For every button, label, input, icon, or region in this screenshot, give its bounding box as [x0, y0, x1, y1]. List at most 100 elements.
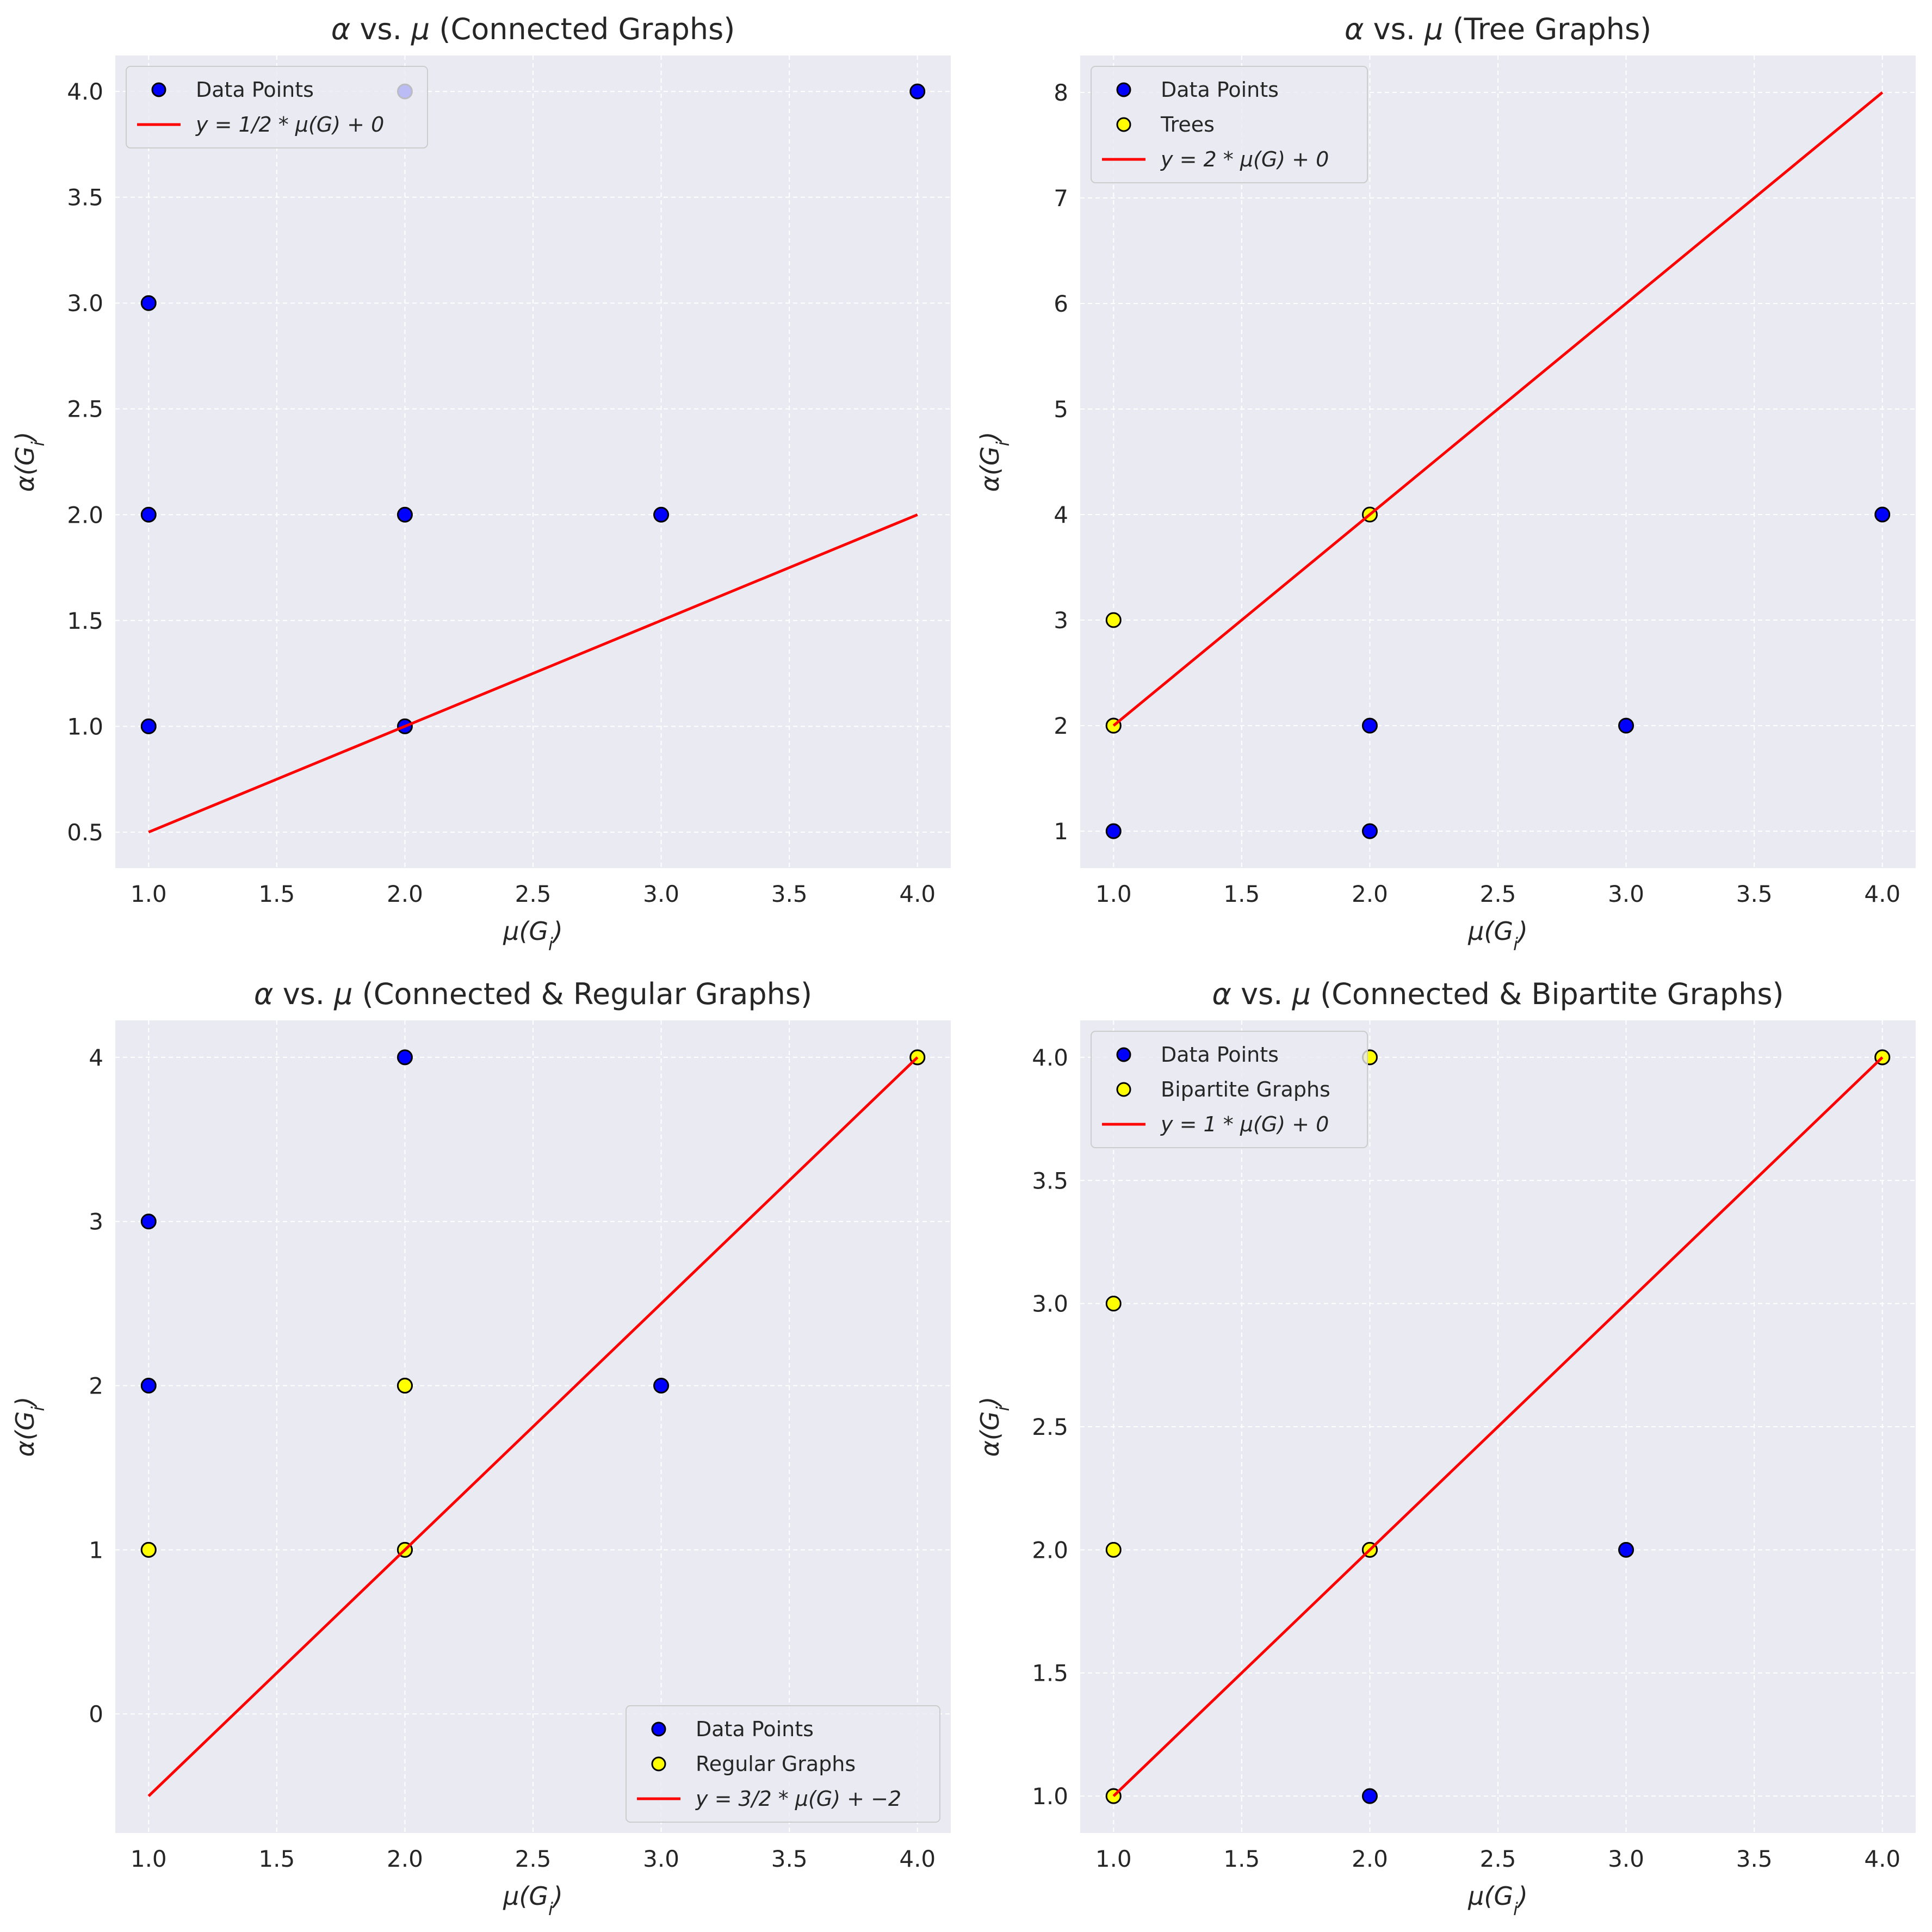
- subplot-1: 1.0 1.5 2.0 2.5 3.0 3.5 4.0 0.5 1.0 1.5 2.0 2.5 3.0 3…: [10, 12, 951, 955]
- x-tick-label: 1.0: [1095, 1846, 1132, 1872]
- fit-line: [147, 1056, 919, 1797]
- x-tick-label: 1.5: [1223, 1846, 1260, 1872]
- legend-marker: [1116, 82, 1131, 97]
- legend-marker: [651, 1756, 666, 1772]
- chart-title: α vs. μ (Connected & Regular Graphs): [254, 977, 812, 1011]
- x-tick-label: 2.5: [515, 881, 552, 907]
- x-tick-label: 1.5: [1223, 881, 1260, 907]
- legend-box: [626, 1705, 940, 1823]
- y-axis-label: α(Gi): [975, 432, 1013, 492]
- x-tick-label: 2.0: [1352, 1846, 1388, 1872]
- x-axis-label: μ(Gi): [1467, 1881, 1528, 1919]
- legend-label: Bipartite Graphs: [1161, 1078, 1330, 1101]
- fit-line: [148, 513, 918, 834]
- highlight-point: [1105, 612, 1122, 628]
- y-tick-label: 3.5: [1032, 1167, 1068, 1194]
- data-point: [140, 295, 157, 311]
- y-tick-label: 8: [1054, 79, 1068, 106]
- legend-label: Regular Graphs: [696, 1752, 856, 1776]
- legend-label: Trees: [1160, 113, 1215, 137]
- y-tick-label: 4: [1054, 501, 1068, 528]
- legend-marker: [1116, 1047, 1131, 1062]
- x-tick-label: 4.0: [1864, 881, 1900, 907]
- data-point: [1618, 1541, 1634, 1558]
- y-tick-label: 2.0: [1032, 1537, 1068, 1563]
- legend-label: Data Points: [696, 1717, 814, 1741]
- legend-label: Data Points: [196, 78, 314, 102]
- y-tick-label: 5: [1054, 396, 1068, 423]
- y-axis-label: α(Gi): [975, 1397, 1013, 1457]
- y-tick-label: 2: [1054, 713, 1068, 739]
- y-tick-label: 0.5: [67, 819, 103, 846]
- y-tick-label: 4: [89, 1044, 103, 1071]
- x-tick-label: 4.0: [1864, 1846, 1900, 1872]
- legend-marker: [151, 82, 166, 97]
- legend-label: y = 1 * μ(G) + 0: [1160, 1112, 1329, 1136]
- y-tick-label: 0: [89, 1701, 103, 1727]
- x-tick-label: 3.0: [1608, 881, 1644, 907]
- data-point: [1361, 823, 1378, 839]
- x-tick-label: 2.5: [1480, 881, 1516, 907]
- legend-label: y = 3/2 * μ(G) + −2: [695, 1787, 901, 1811]
- x-tick-label: 3.5: [1736, 881, 1773, 907]
- x-tick-label: 2.0: [387, 881, 423, 907]
- subplot-3: 1.0 1.5 2.0 2.5 3.0 3.5 4.0 0 1 2 3 4 α vs. μ (Conne…: [10, 977, 951, 1919]
- y-tick-label: 3.5: [67, 184, 103, 211]
- x-tick-label: 1.0: [131, 881, 167, 907]
- x-tick-label: 2.5: [1480, 1846, 1516, 1872]
- data-point: [909, 83, 926, 100]
- x-axis-label: μ(Gi): [1467, 917, 1528, 955]
- legend: Data Points y = 1/2 * μ(G) + 0: [126, 66, 428, 148]
- legend-marker: [1116, 117, 1131, 132]
- legend-box: [126, 66, 428, 148]
- y-tick-label: 6: [1054, 290, 1068, 317]
- y-axis-label: α(Gi): [10, 1397, 48, 1457]
- x-tick-label: 1.0: [131, 1846, 167, 1872]
- data-point: [397, 506, 413, 523]
- data-point: [397, 1049, 413, 1066]
- data-point: [140, 506, 157, 523]
- y-axis-label: α(Gi): [10, 432, 48, 492]
- highlight-point: [1105, 1296, 1122, 1312]
- highlight-point: [1105, 1541, 1122, 1558]
- x-tick-label: 3.5: [771, 881, 808, 907]
- y-tick-label: 1.0: [67, 713, 103, 740]
- fit-line: [1112, 1056, 1884, 1797]
- highlight-point: [397, 1378, 413, 1394]
- x-tick-label: 3.0: [1608, 1846, 1644, 1872]
- y-tick-label: 1: [1054, 818, 1068, 845]
- y-tick-label: 2.5: [67, 396, 103, 423]
- x-tick-label: 4.0: [899, 1846, 936, 1872]
- x-tick-label: 3.0: [643, 881, 679, 907]
- data-point: [653, 1378, 670, 1394]
- legend: Data Points Bipartite Graphs y = 1 * μ(G) …: [1091, 1031, 1368, 1148]
- legend-label: Data Points: [1161, 1043, 1279, 1067]
- legend-box: [1091, 1031, 1368, 1148]
- x-tick-label: 2.5: [515, 1846, 552, 1872]
- data-point: [1618, 717, 1634, 734]
- data-point: [1361, 1788, 1378, 1804]
- x-tick-label: 3.5: [771, 1846, 808, 1872]
- chart-title: α vs. μ (Tree Graphs): [1345, 12, 1651, 46]
- chart-title: α vs. μ (Connected & Bipartite Graphs): [1212, 977, 1784, 1011]
- data-point: [140, 718, 157, 734]
- legend-marker: [651, 1722, 666, 1737]
- legend-label: Data Points: [1161, 78, 1279, 102]
- data-point: [1105, 823, 1122, 839]
- legend-box: [1091, 66, 1368, 183]
- legend-label: y = 2 * μ(G) + 0: [1160, 147, 1329, 171]
- y-tick-label: 7: [1054, 185, 1068, 212]
- chart-title: α vs. μ (Connected Graphs): [331, 12, 735, 46]
- x-tick-label: 1.0: [1095, 881, 1132, 907]
- y-tick-label: 3: [1054, 607, 1068, 634]
- data-point: [653, 506, 670, 523]
- data-point: [140, 1378, 157, 1394]
- subplot-4: 1.0 1.5 2.0 2.5 3.0 3.5 4.0 1.0 1.5 2.0 2.5 3.0 3.5 4…: [975, 977, 1916, 1919]
- x-axis-label: μ(Gi): [503, 1881, 563, 1919]
- y-tick-label: 4.0: [1032, 1044, 1068, 1071]
- x-tick-label: 4.0: [899, 881, 936, 907]
- x-axis-label: μ(Gi): [503, 917, 563, 955]
- y-tick-label: 2.5: [1032, 1414, 1068, 1440]
